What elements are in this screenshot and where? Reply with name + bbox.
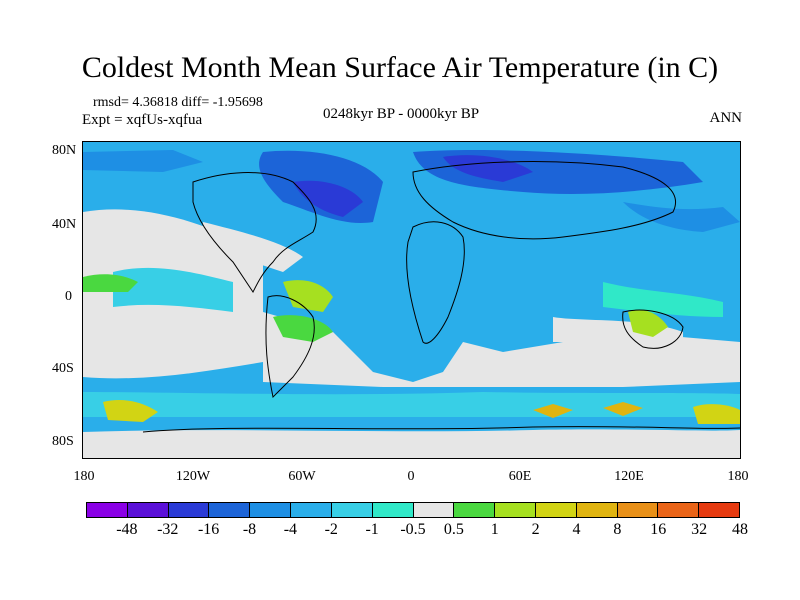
colorbar-swatch-4: [250, 503, 292, 517]
lat-label-40n: 40N: [52, 217, 77, 232]
lon-label-0: 0: [407, 469, 415, 484]
temperature-map: [82, 141, 741, 459]
map-title: Coldest Month Mean Surface Air Temperatu…: [81, 51, 719, 84]
colorbar-label: 32: [691, 521, 708, 538]
colorbar-label: 1: [490, 521, 499, 538]
colorbar: [86, 502, 740, 518]
colorbar-swatch-8: [413, 503, 455, 517]
stats-text: rmsd= 4.36818 diff= -1.95698: [93, 95, 263, 110]
colorbar-label: -4: [283, 521, 298, 538]
colorbar-label: -2: [324, 521, 338, 538]
colorbar-swatch-9: [454, 503, 496, 517]
colorbar-swatch-12: [576, 503, 618, 517]
colorbar-swatch-6: [331, 503, 373, 517]
colorbar-label: 8: [613, 521, 622, 538]
colorbar-label: 48: [732, 521, 748, 538]
experiment-text: Expt = xqfUs-xqfua: [82, 112, 203, 128]
colorbar-swatch-3: [209, 503, 251, 517]
colorbar-swatch-11: [535, 503, 577, 517]
colorbar-swatch-15: [699, 503, 739, 517]
colorbar-swatch-10: [495, 503, 536, 517]
colorbar-label: 4: [572, 521, 581, 538]
lon-label-120w: 120W: [175, 469, 211, 484]
lon-label-60e: 60E: [508, 469, 532, 484]
lon-label-180e: 180: [727, 469, 749, 484]
colorbar-label: -16: [197, 521, 220, 538]
lat-label-0: 0: [65, 289, 72, 304]
colorbar-label: -1: [365, 521, 379, 538]
period-text: 0248kyr BP - 0000kyr BP: [323, 106, 480, 122]
colorbar-swatch-13: [617, 503, 659, 517]
colorbar-label: 0.5: [443, 521, 464, 538]
colorbar-swatch-7: [372, 503, 414, 517]
lat-label-40s: 40S: [52, 361, 74, 376]
colorbar-label: -48: [116, 521, 138, 538]
colorbar-label: -32: [157, 521, 179, 538]
colorbar-label: -0.5: [400, 521, 426, 538]
season-text: ANN: [709, 110, 743, 126]
colorbar-swatch-0: [87, 503, 128, 517]
lon-label-120e: 120E: [614, 469, 644, 484]
lon-label-180w: 180: [73, 469, 95, 484]
colorbar-swatch-14: [658, 503, 700, 517]
colorbar-swatch-2: [168, 503, 210, 517]
lat-label-80s: 80S: [52, 434, 74, 449]
lon-label-60w: 60W: [288, 469, 316, 484]
colorbar-swatch-1: [127, 503, 169, 517]
colorbar-label: -8: [242, 521, 257, 538]
colorbar-label: 16: [650, 521, 667, 538]
lat-label-80n: 80N: [52, 143, 77, 158]
colorbar-label: 2: [531, 521, 540, 538]
colorbar-swatch-5: [291, 503, 332, 517]
